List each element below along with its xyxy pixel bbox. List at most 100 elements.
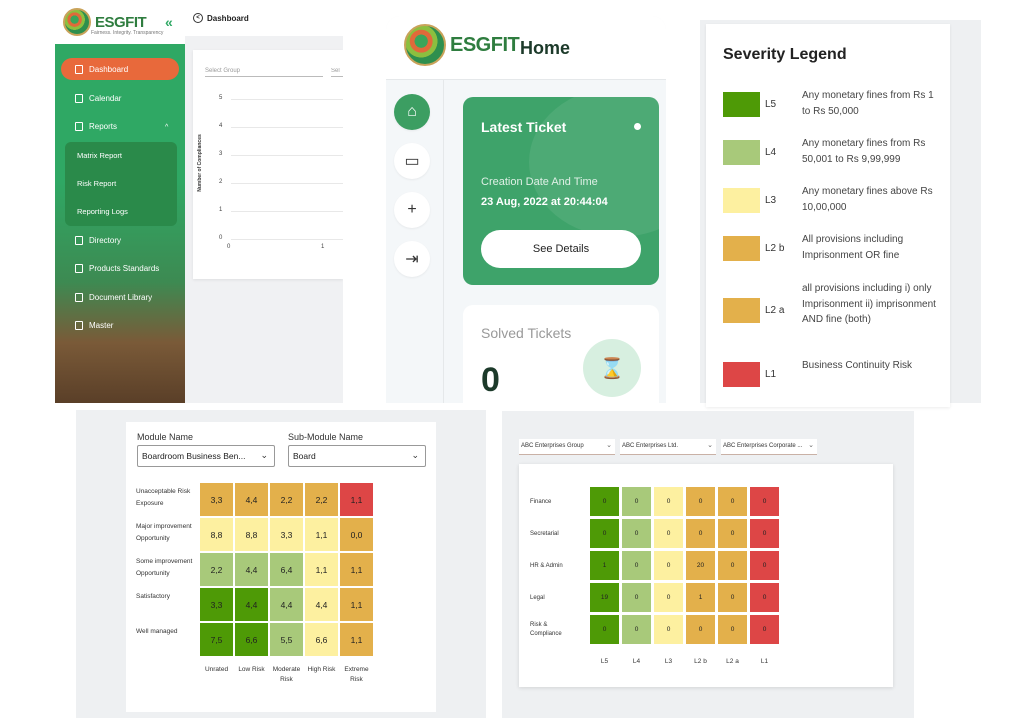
department-matrix-cell[interactable]: 0	[621, 550, 652, 581]
department-matrix-cell[interactable]: 0	[717, 582, 748, 613]
submenu-item-matrix-report[interactable]: Matrix Report	[77, 151, 123, 160]
department-matrix-cell[interactable]: 0	[653, 518, 684, 549]
severity-level-label: L2 b	[765, 243, 785, 254]
module-name-dropdown[interactable]: Boardroom Business Ben... ⌄	[137, 445, 275, 467]
risk-matrix-cell[interactable]: 8,8	[199, 517, 234, 552]
department-matrix-cell[interactable]: 0	[653, 582, 684, 613]
home-icon[interactable]: ⌂	[394, 94, 430, 130]
sidebar-item-document-library[interactable]: Document Library	[61, 286, 179, 308]
directory-icon	[75, 235, 83, 245]
risk-matrix-cell[interactable]: 5,5	[269, 622, 304, 657]
entity-filter-dropdown[interactable]: ABC Enterprises Corporate ... ⌄	[721, 439, 817, 455]
department-col-label: L4	[632, 658, 641, 665]
severity-swatch	[723, 298, 760, 323]
risk-matrix-cell[interactable]: 1,1	[339, 552, 374, 587]
dashboard-icon	[75, 64, 83, 74]
risk-matrix-cell[interactable]: 7,5	[199, 622, 234, 657]
chart-gridline	[231, 127, 343, 128]
sidebar-item-master[interactable]: Master	[61, 314, 179, 336]
department-matrix-cell[interactable]: 0	[621, 518, 652, 549]
department-matrix-cell[interactable]: 0	[749, 486, 780, 517]
department-matrix-cell[interactable]: 0	[589, 518, 620, 549]
risk-matrix-cell[interactable]: 4,4	[234, 552, 269, 587]
risk-matrix-cell[interactable]: 2,2	[304, 482, 339, 517]
y-tick-label: 0	[219, 235, 223, 241]
department-matrix-cell[interactable]: 0	[717, 614, 748, 645]
severity-swatch	[723, 92, 760, 117]
severity-swatch	[723, 236, 760, 261]
mobile-header: ESGFIT Home	[386, 16, 666, 80]
risk-matrix-cell[interactable]: 3,3	[199, 482, 234, 517]
group-filter-dropdown[interactable]: ABC Enterprises Group ⌄	[519, 439, 615, 455]
select-group-dropdown[interactable]: Select Group	[205, 68, 323, 77]
sidebar-item-directory[interactable]: Directory	[61, 229, 179, 251]
risk-matrix-cell[interactable]: 4,4	[234, 482, 269, 517]
risk-matrix-cell[interactable]: 4,4	[234, 587, 269, 622]
risk-matrix-cell[interactable]: 1,1	[304, 517, 339, 552]
risk-matrix-cell[interactable]: 8,8	[234, 517, 269, 552]
department-matrix-cell[interactable]: 0	[749, 614, 780, 645]
department-matrix-cell[interactable]: 0	[589, 486, 620, 517]
risk-matrix-cell[interactable]: 4,4	[269, 587, 304, 622]
select-second-dropdown[interactable]: Sel	[331, 68, 343, 77]
department-matrix-cell[interactable]: 0	[621, 614, 652, 645]
department-matrix-cell[interactable]: 0	[621, 582, 652, 613]
department-matrix-cell[interactable]: 0	[653, 614, 684, 645]
solved-tickets-count: 0	[481, 361, 500, 399]
risk-matrix-cell[interactable]: 1,1	[304, 552, 339, 587]
risk-matrix-cell[interactable]: 6,6	[304, 622, 339, 657]
risk-matrix-cell[interactable]: 2,2	[199, 552, 234, 587]
department-matrix-cell[interactable]: 20	[685, 550, 716, 581]
logout-icon[interactable]: ⇥	[394, 241, 430, 277]
dashboard-header: < Dashboard	[185, 0, 343, 36]
master-icon	[75, 320, 83, 330]
department-matrix-cell[interactable]: 1	[685, 582, 716, 613]
risk-matrix-cell[interactable]: 2,2	[269, 482, 304, 517]
risk-matrix-cell[interactable]: 6,4	[269, 552, 304, 587]
department-matrix-cell[interactable]: 0	[749, 582, 780, 613]
department-matrix-cell[interactable]: 0	[717, 518, 748, 549]
department-row-label: Secretarial	[530, 531, 559, 537]
risk-row-label: Satisfactory	[136, 593, 170, 600]
dashboard-main: < Dashboard Select Group Sel Number of C…	[185, 0, 343, 403]
risk-row-label: Unacceptable Risk Exposure	[136, 488, 191, 507]
risk-matrix-cell[interactable]: 3,3	[199, 587, 234, 622]
department-matrix-cell[interactable]: 0	[589, 614, 620, 645]
add-icon[interactable]: +	[394, 192, 430, 228]
department-matrix-cell[interactable]: 0	[717, 550, 748, 581]
risk-matrix-cell[interactable]: 0,0	[339, 517, 374, 552]
risk-matrix-cell[interactable]: 3,3	[269, 517, 304, 552]
risk-matrix-cell[interactable]: 1,1	[339, 622, 374, 657]
department-matrix-cell[interactable]: 0	[717, 486, 748, 517]
severity-description: Business Continuity Risk	[802, 360, 913, 371]
sidebar-item-dashboard[interactable]: Dashboard	[61, 58, 179, 80]
risk-matrix-cell[interactable]: 4,4	[304, 587, 339, 622]
department-matrix-cell[interactable]: 0	[653, 486, 684, 517]
collapse-sidebar-icon[interactable]: «	[165, 14, 173, 30]
severity-description: Any monetary fines from Rs 50,001 to Rs …	[802, 138, 926, 165]
back-icon[interactable]: <	[193, 13, 203, 23]
department-matrix-cell[interactable]: 0	[749, 518, 780, 549]
department-matrix-cell[interactable]: 0	[685, 486, 716, 517]
department-matrix-cell[interactable]: 0	[621, 486, 652, 517]
department-matrix-cell[interactable]: 1	[589, 550, 620, 581]
department-matrix-cell[interactable]: 0	[685, 614, 716, 645]
ticket-icon[interactable]: ▭	[394, 143, 430, 179]
department-matrix-cell[interactable]: 0	[653, 550, 684, 581]
sidebar-item-products-standards[interactable]: Products Standards	[61, 257, 179, 279]
see-details-button[interactable]: See Details	[481, 230, 641, 268]
risk-matrix-cell[interactable]: 6,6	[234, 622, 269, 657]
department-matrix-cell[interactable]: 0	[749, 550, 780, 581]
risk-matrix-cell[interactable]: 1,1	[339, 587, 374, 622]
latest-ticket-card: Latest Ticket Creation Date And Time 23 …	[463, 97, 659, 285]
submodule-name-dropdown[interactable]: Board ⌄	[288, 445, 426, 467]
company-filter-dropdown[interactable]: ABC Enterprises Ltd. ⌄	[620, 439, 716, 455]
submenu-item-risk-report[interactable]: Risk Report	[77, 179, 117, 188]
department-matrix-cell[interactable]: 19	[589, 582, 620, 613]
sidebar-item-reports[interactable]: Reports	[61, 115, 179, 137]
sidebar-item-calendar[interactable]: Calendar	[61, 87, 179, 109]
risk-matrix-cell[interactable]: 1,1	[339, 482, 374, 517]
department-matrix-cell[interactable]: 0	[685, 518, 716, 549]
submenu-item-reporting-logs[interactable]: Reporting Logs	[77, 207, 128, 216]
legend-title: Severity Legend	[723, 46, 847, 63]
